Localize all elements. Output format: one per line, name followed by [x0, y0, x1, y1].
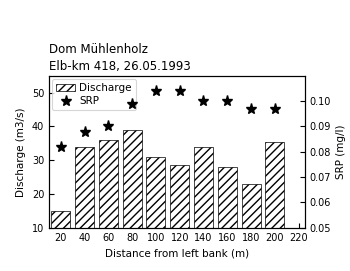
Legend: Discharge, SRP: Discharge, SRP	[52, 79, 136, 111]
Y-axis label: SRP (mg/l): SRP (mg/l)	[336, 124, 346, 179]
Bar	[99, 140, 118, 261]
Bar	[265, 142, 284, 261]
Y-axis label: Discharge (m3/s): Discharge (m3/s)	[16, 107, 26, 196]
Bar	[75, 147, 94, 261]
Bar	[194, 147, 213, 261]
Text: Dom Mühlenholz
Elb-km 418, 26.05.1993: Dom Mühlenholz Elb-km 418, 26.05.1993	[49, 43, 191, 73]
Bar	[146, 157, 166, 261]
Bar	[170, 165, 189, 261]
Bar	[123, 130, 142, 261]
Bar	[218, 167, 237, 261]
Bar	[51, 211, 70, 261]
X-axis label: Distance from left bank (m): Distance from left bank (m)	[105, 248, 249, 258]
Bar	[241, 184, 260, 261]
